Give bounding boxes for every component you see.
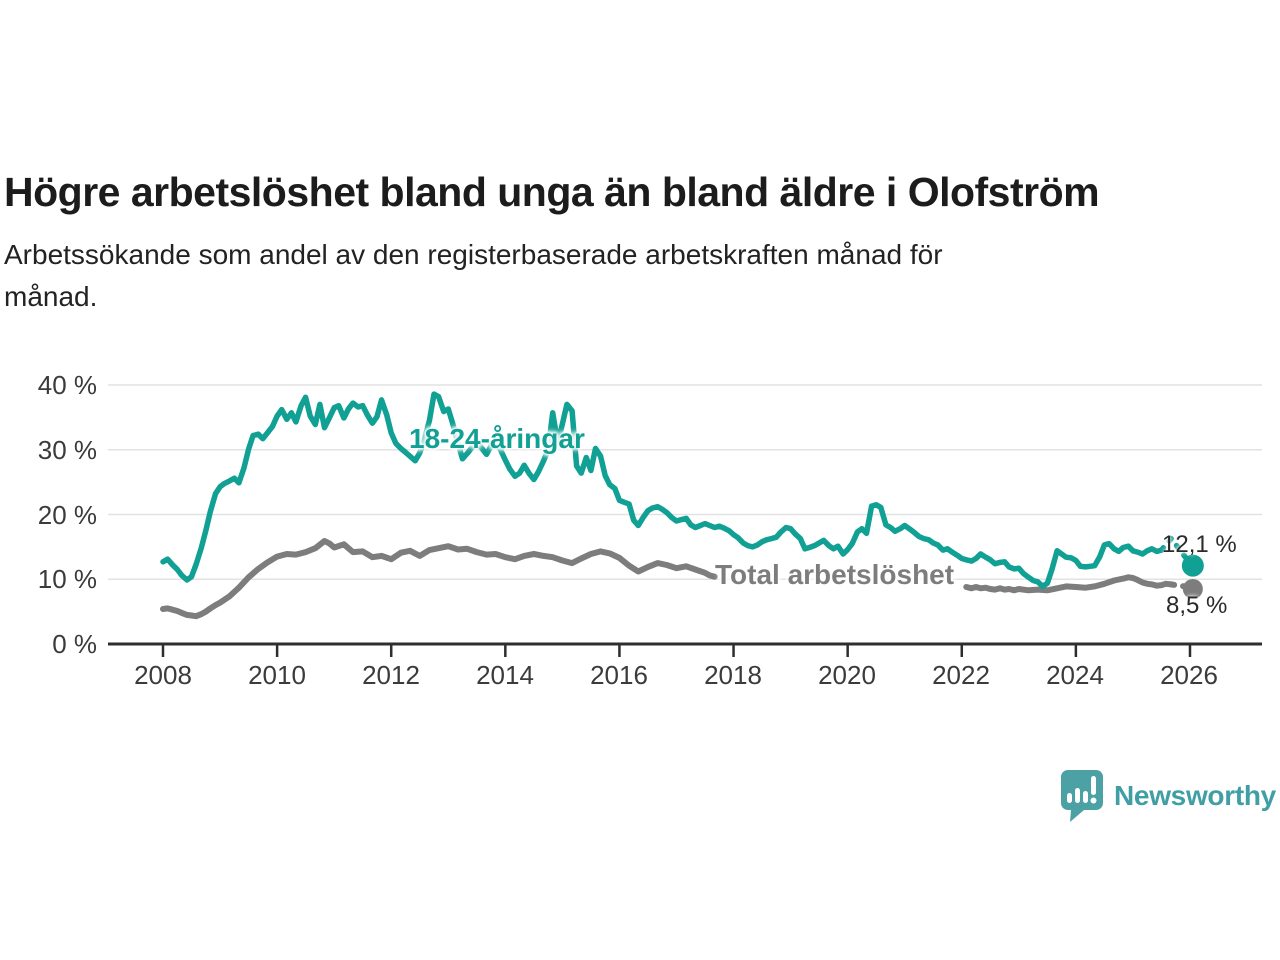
x-axis-label-2024: 2024 (1046, 660, 1104, 690)
latest-value-label-total: 8,5 % (1166, 592, 1228, 619)
x-axis-label-2010: 2010 (248, 660, 306, 690)
newsworthy-wordmark: Newsworthy (1114, 780, 1276, 811)
y-axis-label-20: 20 % (37, 500, 97, 530)
y-axis-label-10: 10 % (37, 564, 97, 594)
x-axis-label-2014: 2014 (476, 660, 534, 690)
y-axis-label-40: 40 % (37, 370, 97, 400)
x-axis-label-2012: 2012 (362, 660, 420, 690)
x-axis-label-2008: 2008 (134, 660, 192, 690)
x-axis-label-2018: 2018 (704, 660, 762, 690)
x-axis-label-2022: 2022 (932, 660, 990, 690)
x-axis-label-2020: 2020 (818, 660, 876, 690)
y-axis-label-30: 30 % (37, 435, 97, 465)
y-axis-label-0: 0 % (52, 629, 97, 659)
newsworthy-logo: Newsworthy (1056, 769, 1276, 823)
chart-subtitle-line-2: månad. (4, 281, 98, 312)
newsworthy-icon (1061, 770, 1103, 822)
x-axis-label-2026: 2026 (1160, 660, 1218, 690)
x-axis-label-2016: 2016 (590, 660, 648, 690)
series-label-youth: 18-24-åringar (409, 423, 585, 454)
chart-title: Högre arbetslöshet bland unga än bland ä… (4, 169, 1100, 216)
series-label-total: Total arbetslöshet (715, 559, 955, 590)
chart-subtitle-line-1: Arbetssökande som andel av den registerb… (4, 239, 943, 270)
latest-value-label-youth: 12,1 % (1162, 531, 1237, 558)
